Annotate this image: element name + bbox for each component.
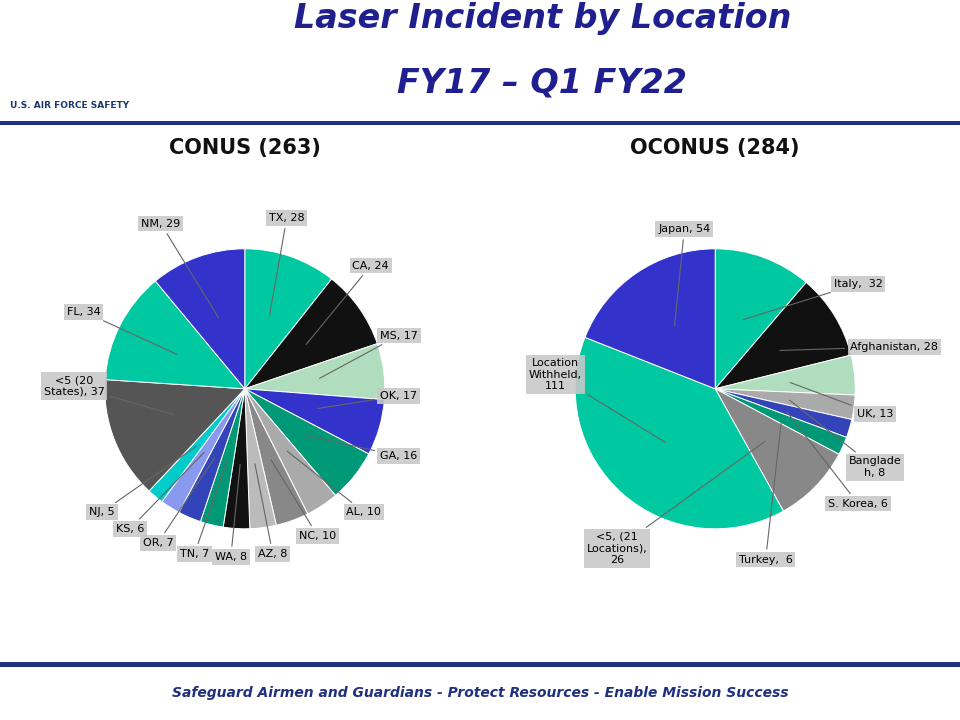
Text: FL, 34: FL, 34 (67, 307, 178, 354)
Text: TN, 7: TN, 7 (180, 462, 227, 559)
Text: U.S. AIR FORCE SAFETY: U.S. AIR FORCE SAFETY (10, 101, 129, 110)
Wedge shape (179, 389, 245, 521)
Wedge shape (201, 389, 245, 527)
Wedge shape (105, 281, 245, 389)
Text: Japan, 54: Japan, 54 (659, 224, 710, 326)
Wedge shape (715, 389, 855, 420)
Text: Banglade
h, 8: Banglade h, 8 (789, 400, 901, 478)
Text: AL, 10: AL, 10 (287, 451, 381, 517)
Wedge shape (245, 389, 276, 528)
Text: OR, 7: OR, 7 (143, 458, 214, 548)
Wedge shape (223, 389, 250, 528)
Wedge shape (585, 249, 715, 389)
Text: <5, (21
Locations),
26: <5, (21 Locations), 26 (587, 441, 765, 565)
Text: AZ, 8: AZ, 8 (254, 464, 287, 559)
Title: CONUS (263): CONUS (263) (169, 138, 321, 158)
Wedge shape (149, 389, 245, 502)
Wedge shape (715, 389, 847, 454)
Wedge shape (162, 389, 245, 513)
Wedge shape (245, 389, 335, 514)
Wedge shape (105, 379, 245, 491)
Text: NJ, 5: NJ, 5 (89, 446, 196, 517)
Wedge shape (575, 338, 783, 528)
Text: CA, 24: CA, 24 (306, 261, 389, 345)
Text: KS, 6: KS, 6 (116, 452, 204, 534)
Wedge shape (715, 249, 806, 389)
Wedge shape (245, 389, 308, 525)
Title: OCONUS (284): OCONUS (284) (631, 138, 800, 158)
Text: TX, 28: TX, 28 (269, 213, 304, 318)
Wedge shape (245, 343, 385, 400)
Wedge shape (156, 249, 245, 389)
Wedge shape (245, 389, 369, 495)
Text: S. Korea, 6: S. Korea, 6 (786, 412, 888, 508)
Text: NC, 10: NC, 10 (271, 459, 336, 541)
Wedge shape (715, 282, 852, 389)
Wedge shape (245, 279, 377, 389)
Text: Italy,  32: Italy, 32 (743, 279, 882, 320)
Text: FY17 – Q1 FY22: FY17 – Q1 FY22 (397, 66, 687, 99)
Text: GA, 16: GA, 16 (304, 435, 418, 461)
Text: Location
Withheld,
111: Location Withheld, 111 (529, 358, 665, 442)
Text: Turkey,  6: Turkey, 6 (738, 421, 793, 564)
Text: WA, 8: WA, 8 (215, 464, 247, 562)
Wedge shape (715, 355, 855, 395)
Text: <5 (20
States), 37: <5 (20 States), 37 (43, 375, 175, 415)
Text: UK, 13: UK, 13 (790, 382, 893, 419)
Text: Safeguard Airmen and Guardians - Protect Resources - Enable Mission Success: Safeguard Airmen and Guardians - Protect… (172, 686, 788, 700)
Wedge shape (715, 389, 852, 437)
Wedge shape (245, 389, 384, 454)
Wedge shape (245, 249, 331, 389)
Text: Laser Incident by Location: Laser Incident by Location (294, 2, 791, 35)
Wedge shape (715, 389, 839, 511)
Text: NM, 29: NM, 29 (141, 219, 219, 318)
Text: Afghanistan, 28: Afghanistan, 28 (780, 342, 939, 352)
Text: OK, 17: OK, 17 (318, 391, 418, 408)
Text: MS, 17: MS, 17 (320, 330, 418, 379)
